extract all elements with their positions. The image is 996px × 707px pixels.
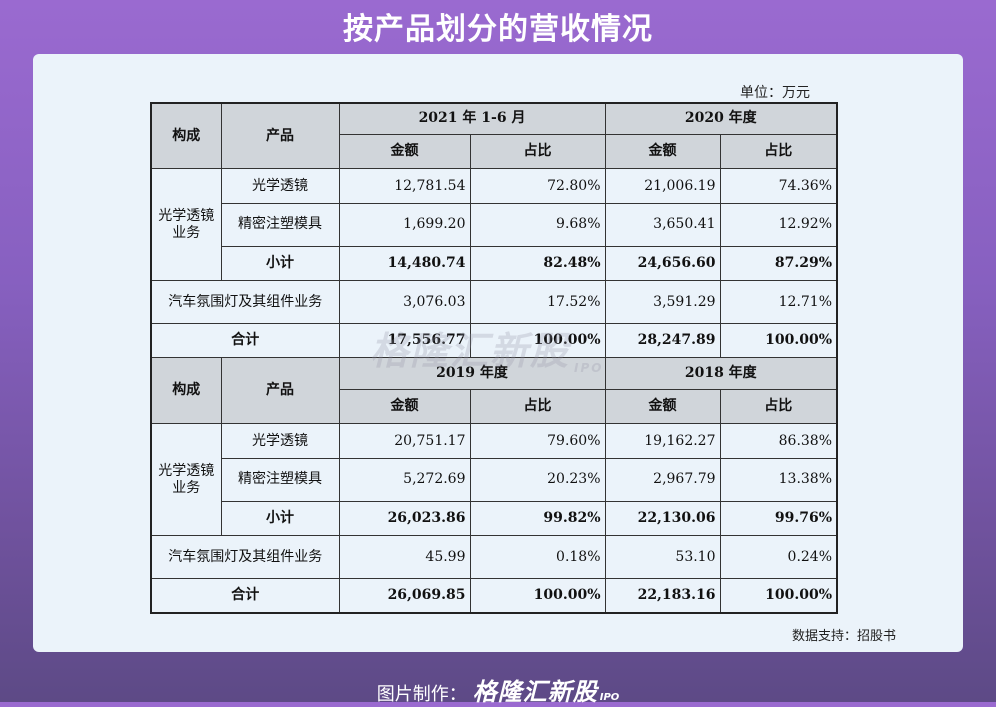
cell-value: 12.92% xyxy=(719,202,839,247)
cell-value: 86.38% xyxy=(719,423,839,459)
row-label: 汽车氛围灯及其组件业务 xyxy=(150,535,340,579)
header-amount: 金额 xyxy=(604,133,721,170)
cell-value: 14,480.74 xyxy=(338,245,471,282)
cell-value: 3,591.29 xyxy=(604,280,721,324)
cell-value: 19,162.27 xyxy=(604,423,721,459)
row-label: 小计 xyxy=(220,500,340,537)
cell-value: 72.80% xyxy=(469,168,606,204)
cell-value: 53.10 xyxy=(604,535,721,579)
header-period: 2019 年度 xyxy=(338,357,606,390)
cell-value: 100.00% xyxy=(719,577,839,614)
cell-value: 3,650.41 xyxy=(604,202,721,247)
cell-value: 21,006.19 xyxy=(604,168,721,204)
total-row: 合计 17,556.77 100.00% 28,247.89 100.00% xyxy=(150,322,839,359)
row-label: 小计 xyxy=(220,245,340,282)
cell-value: 26,023.86 xyxy=(338,500,471,537)
source-note: 数据支持：招股书 xyxy=(792,629,897,644)
cell-value: 99.76% xyxy=(719,500,839,537)
row-label: 光学透镜 xyxy=(220,168,340,204)
cell-value: 100.00% xyxy=(469,577,606,614)
cell-value: 17.52% xyxy=(469,280,606,324)
page-title: 按产品划分的营收情况 xyxy=(343,12,653,47)
header-share: 占比 xyxy=(719,388,839,425)
table-row: 汽车氛围灯及其组件业务 45.99 0.18% 53.10 0.24% xyxy=(150,535,839,579)
revenue-table: 构成 产品 2021 年 1-6 月 2020 年度 金额 占比 金额 占比 光… xyxy=(150,101,839,614)
cell-value: 12.71% xyxy=(719,280,839,324)
cell-value: 1,699.20 xyxy=(338,202,471,247)
cell-value: 79.60% xyxy=(469,423,606,459)
cell-value: 20,751.17 xyxy=(338,423,471,459)
header-period: 2018 年度 xyxy=(604,357,839,390)
header-period: 2020 年度 xyxy=(604,101,839,135)
header-share: 占比 xyxy=(469,388,606,425)
cell-value: 99.82% xyxy=(469,500,606,537)
header-product: 产品 xyxy=(220,102,340,170)
footer-brand-logo: 格隆汇新股 xyxy=(472,678,598,706)
cell-value: 13.38% xyxy=(719,457,839,502)
cell-value: 17,556.77 xyxy=(338,322,471,359)
footer-brand-suffix: IPO xyxy=(599,692,620,703)
subtotal-row: 小计 14,480.74 82.48% 24,656.60 87.29% xyxy=(151,245,839,282)
group-label: 光学透镜业务 xyxy=(150,423,222,537)
total-row: 合计 26,069.85 100.00% 22,183.16 100.00% xyxy=(150,577,839,614)
cell-value: 3,076.03 xyxy=(338,280,471,324)
header-amount: 金额 xyxy=(338,133,471,170)
cell-value: 28,247.89 xyxy=(604,322,721,359)
cell-value: 9.68% xyxy=(469,202,606,247)
footer: 图片制作： 格隆汇新股 IPO xyxy=(0,672,996,707)
cell-value: 45.99 xyxy=(338,535,471,579)
row-label: 合计 xyxy=(150,322,340,359)
cell-value: 2,967.79 xyxy=(604,457,721,502)
cell-value: 87.29% xyxy=(719,245,839,282)
row-label: 精密注塑模具 xyxy=(220,202,340,247)
cell-value: 82.48% xyxy=(469,245,606,282)
unit-label: 单位：万元 xyxy=(740,85,810,101)
cell-value: 100.00% xyxy=(719,322,839,359)
cell-value: 26,069.85 xyxy=(338,577,471,614)
cell-value: 20.23% xyxy=(469,457,606,502)
table-row: 光学透镜业务 光学透镜 12,781.54 72.80% 21,006.19 7… xyxy=(150,168,839,282)
cell-value: 12,781.54 xyxy=(338,168,471,204)
cell-value: 0.24% xyxy=(719,535,839,579)
header-share: 占比 xyxy=(469,133,606,170)
header-share: 占比 xyxy=(719,133,839,170)
header-category: 构成 xyxy=(150,102,222,170)
row-label: 光学透镜 xyxy=(220,423,340,459)
subtotal-row: 小计 26,023.86 99.82% 22,130.06 99.76% xyxy=(151,500,839,537)
cell-value: 74.36% xyxy=(719,168,839,204)
header-category: 构成 xyxy=(150,357,222,425)
header-amount: 金额 xyxy=(338,388,471,425)
cell-value: 5,272.69 xyxy=(338,457,471,502)
table-row: 汽车氛围灯及其组件业务 3,076.03 17.52% 3,591.29 12.… xyxy=(150,280,839,324)
table-row: 光学透镜业务 光学透镜 20,751.17 79.60% 19,162.27 8… xyxy=(150,423,839,537)
row-label: 汽车氛围灯及其组件业务 xyxy=(150,280,340,324)
cell-value: 22,183.16 xyxy=(604,577,721,614)
row-label: 精密注塑模具 xyxy=(220,457,340,502)
cell-value: 100.00% xyxy=(469,322,606,359)
cell-value: 24,656.60 xyxy=(604,245,721,282)
cell-value: 22,130.06 xyxy=(604,500,721,537)
table-row: 精密注塑模具 1,699.20 9.68% 3,650.41 12.92% xyxy=(151,202,839,247)
header-amount: 金额 xyxy=(604,388,721,425)
header-product: 产品 xyxy=(220,357,340,425)
row-label: 合计 xyxy=(150,577,340,614)
group-label: 光学透镜业务 xyxy=(150,168,222,282)
table-row: 精密注塑模具 5,272.69 20.23% 2,967.79 13.38% xyxy=(151,457,839,502)
cell-value: 0.18% xyxy=(469,535,606,579)
footer-label: 图片制作： xyxy=(376,684,467,705)
header-period: 2021 年 1-6 月 xyxy=(338,101,606,135)
